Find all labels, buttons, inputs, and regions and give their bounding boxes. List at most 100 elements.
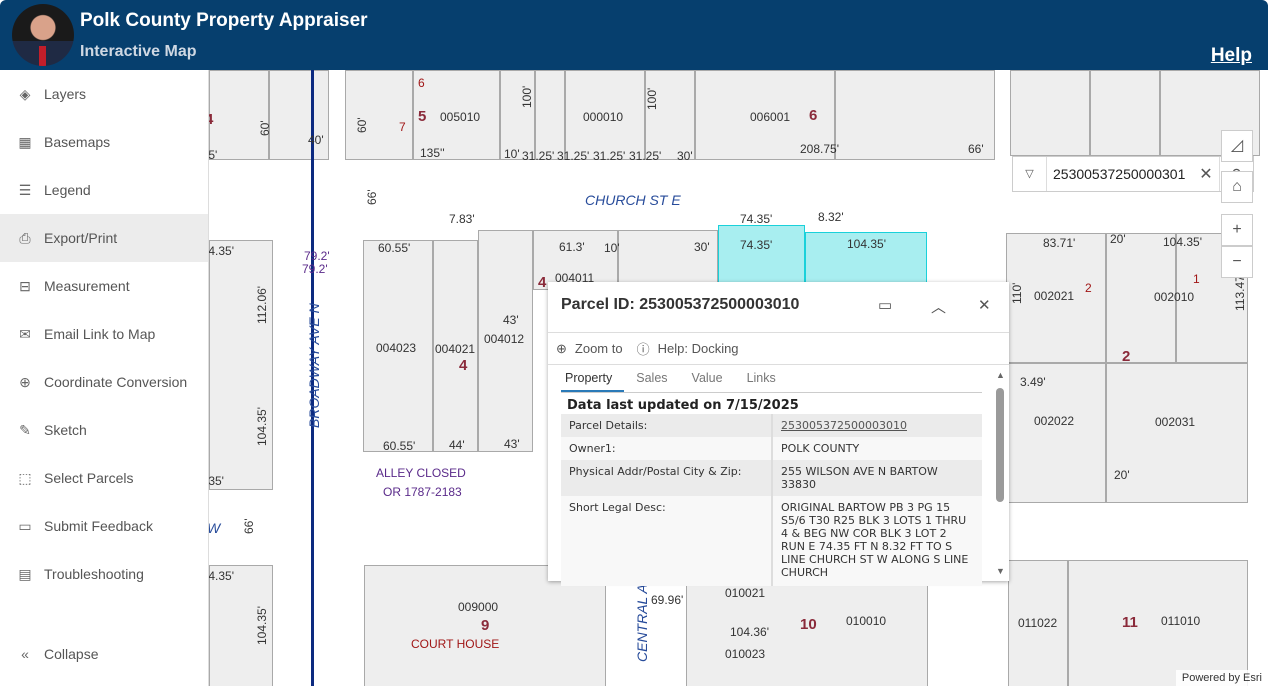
- collapse-chevron-icon[interactable]: ︿: [931, 299, 947, 316]
- parcel[interactable]: [695, 70, 835, 160]
- select-tool-icon[interactable]: ◿: [1221, 130, 1253, 162]
- parcel[interactable]: [1006, 363, 1106, 503]
- collapse-button[interactable]: « Collapse: [0, 630, 209, 678]
- help-docking-button[interactable]: Help: Docking: [657, 341, 739, 356]
- sidebar-item-measurement[interactable]: ⊟ Measurement: [0, 262, 208, 310]
- map-label: 000010: [583, 110, 624, 124]
- chevron-down-icon[interactable]: ▽: [1013, 157, 1047, 191]
- parcel[interactable]: [363, 240, 433, 452]
- parcel[interactable]: [1006, 233, 1106, 363]
- map-label: ALLEY CLOSED: [376, 466, 466, 480]
- info-icon[interactable]: ⓘ: [636, 342, 650, 357]
- selected-parcel[interactable]: [805, 232, 927, 285]
- sidebar-item-basemaps[interactable]: ▦ Basemaps: [0, 118, 208, 166]
- sidebar-item-label: Email Link to Map: [44, 326, 156, 342]
- parcel[interactable]: [413, 70, 500, 160]
- parcel[interactable]: [618, 230, 718, 290]
- parcel[interactable]: [269, 70, 329, 160]
- select-icon: ⬚: [18, 469, 32, 486]
- tab-sales[interactable]: Sales: [636, 371, 668, 385]
- map-label: 104.35': [1163, 235, 1202, 249]
- sidebar-item-legend[interactable]: ☰ Legend: [0, 166, 208, 214]
- map-label: 61.3': [559, 240, 585, 254]
- app-header: Polk County Property Appraiser Interacti…: [0, 0, 1268, 70]
- sidebar-item-email-link-to-map[interactable]: ✉ Email Link to Map: [0, 310, 208, 358]
- parcel[interactable]: [645, 70, 695, 160]
- table-row: Parcel Details: 253005372500003010: [561, 414, 982, 437]
- map-label: 1: [1193, 272, 1200, 286]
- tab-value[interactable]: Value: [691, 371, 723, 385]
- sidebar-item-sketch[interactable]: ✎ Sketch: [0, 406, 208, 454]
- parcel-details-link[interactable]: 253005372500003010: [772, 414, 982, 437]
- close-icon[interactable]: ✕: [978, 297, 991, 314]
- search-input[interactable]: 25300537250000301: [1053, 166, 1186, 182]
- print-icon: ⎙: [19, 229, 31, 246]
- zoom-in-button[interactable]: +: [1221, 214, 1253, 246]
- tab-property[interactable]: Property: [561, 371, 625, 392]
- sidebar-item-label: Export/Print: [44, 230, 118, 246]
- parcel[interactable]: [433, 240, 478, 452]
- parcel[interactable]: [500, 70, 535, 160]
- map-label: 31.25': [557, 149, 590, 163]
- parcel[interactable]: [209, 70, 269, 160]
- zoom-to-icon[interactable]: ⊕: [556, 340, 567, 356]
- parcel[interactable]: [565, 70, 645, 160]
- parcel-search[interactable]: ▽ 25300537250000301 ✕ ⚲: [1012, 156, 1254, 192]
- map-label: 79.2': [304, 249, 330, 263]
- map-label: 60.55': [378, 241, 411, 255]
- selected-parcel[interactable]: [718, 225, 805, 285]
- sidebar-item-select-parcels[interactable]: ⬚ Select Parcels: [0, 454, 208, 502]
- help-link[interactable]: Help: [1210, 45, 1252, 66]
- sidebar-item-label: Submit Feedback: [44, 518, 153, 534]
- sidebar: ◈ Layers ▦ Basemaps ☰ Legend ⎙ Export/Print ⊟ Mea…: [0, 70, 209, 686]
- home-icon[interactable]: ⌂: [1221, 171, 1253, 203]
- map-label: 004011: [555, 271, 595, 285]
- row-value: POLK COUNTY: [781, 442, 860, 455]
- sidebar-item-troubleshooting[interactable]: ▤ Troubleshooting: [0, 550, 208, 598]
- parcel[interactable]: [1106, 363, 1248, 503]
- parcel-link[interactable]: 253005372500003010: [781, 419, 907, 432]
- zoom-to-button[interactable]: Zoom to: [574, 341, 623, 356]
- map-view[interactable]: 6 5 005010 7 60' 100' 000010 100' 135'' 10' 31.25'…: [0, 70, 1268, 686]
- parcel[interactable]: [1068, 560, 1248, 686]
- row-key: Short Legal Desc:: [561, 496, 773, 586]
- layers-icon: ◈: [19, 85, 31, 102]
- map-label: 010023: [725, 647, 766, 661]
- tab-links[interactable]: Links: [746, 371, 776, 385]
- sidebar-item-coordinate-conversion[interactable]: ⊕ Coordinate Conversion: [0, 358, 208, 406]
- parcel[interactable]: [1008, 560, 1068, 686]
- map-label: OR 1787-2183: [383, 485, 462, 499]
- map-label: 74.35': [740, 212, 773, 226]
- parcel[interactable]: [345, 70, 413, 160]
- dock-icon[interactable]: ▭: [878, 297, 893, 314]
- parcel[interactable]: [478, 230, 533, 452]
- parcel[interactable]: [209, 565, 273, 686]
- map-label: 20': [1110, 232, 1126, 246]
- popup-scrollbar[interactable]: ▲ ▼: [996, 370, 1005, 576]
- sidebar-item-layers[interactable]: ◈ Layers: [0, 70, 208, 118]
- parcel[interactable]: [835, 70, 995, 160]
- sidebar-item-submit-feedback[interactable]: ▭ Submit Feedback: [0, 502, 208, 550]
- sidebar-item-export-print[interactable]: ⎙ Export/Print: [0, 214, 208, 262]
- map-label: 31.25': [593, 149, 626, 163]
- zoom-out-button[interactable]: −: [1221, 246, 1253, 278]
- map-label: 3.49': [1020, 375, 1046, 389]
- map-label: 43': [503, 313, 519, 327]
- sidebar-item-label: Troubleshooting: [44, 566, 144, 582]
- parcel[interactable]: [1010, 70, 1090, 156]
- parcel[interactable]: [1106, 233, 1176, 363]
- map-label: 10': [504, 147, 520, 161]
- map-label: 100': [645, 87, 659, 110]
- parcel[interactable]: [209, 240, 273, 490]
- map-label: 11: [1122, 614, 1138, 631]
- map-label: 44': [449, 438, 465, 452]
- sidebar-item-label: Measurement: [44, 278, 130, 294]
- parcel[interactable]: [533, 230, 618, 290]
- clear-icon[interactable]: ✕: [1199, 166, 1213, 183]
- map-label: 104.35': [255, 407, 269, 446]
- map-label: 004021: [435, 342, 476, 356]
- parcel[interactable]: [535, 70, 565, 160]
- appraiser-avatar: [12, 4, 74, 66]
- parcel[interactable]: [1090, 70, 1160, 156]
- table-row: Short Legal Desc: ORIGINAL BARTOW PB 3 PG…: [561, 496, 982, 586]
